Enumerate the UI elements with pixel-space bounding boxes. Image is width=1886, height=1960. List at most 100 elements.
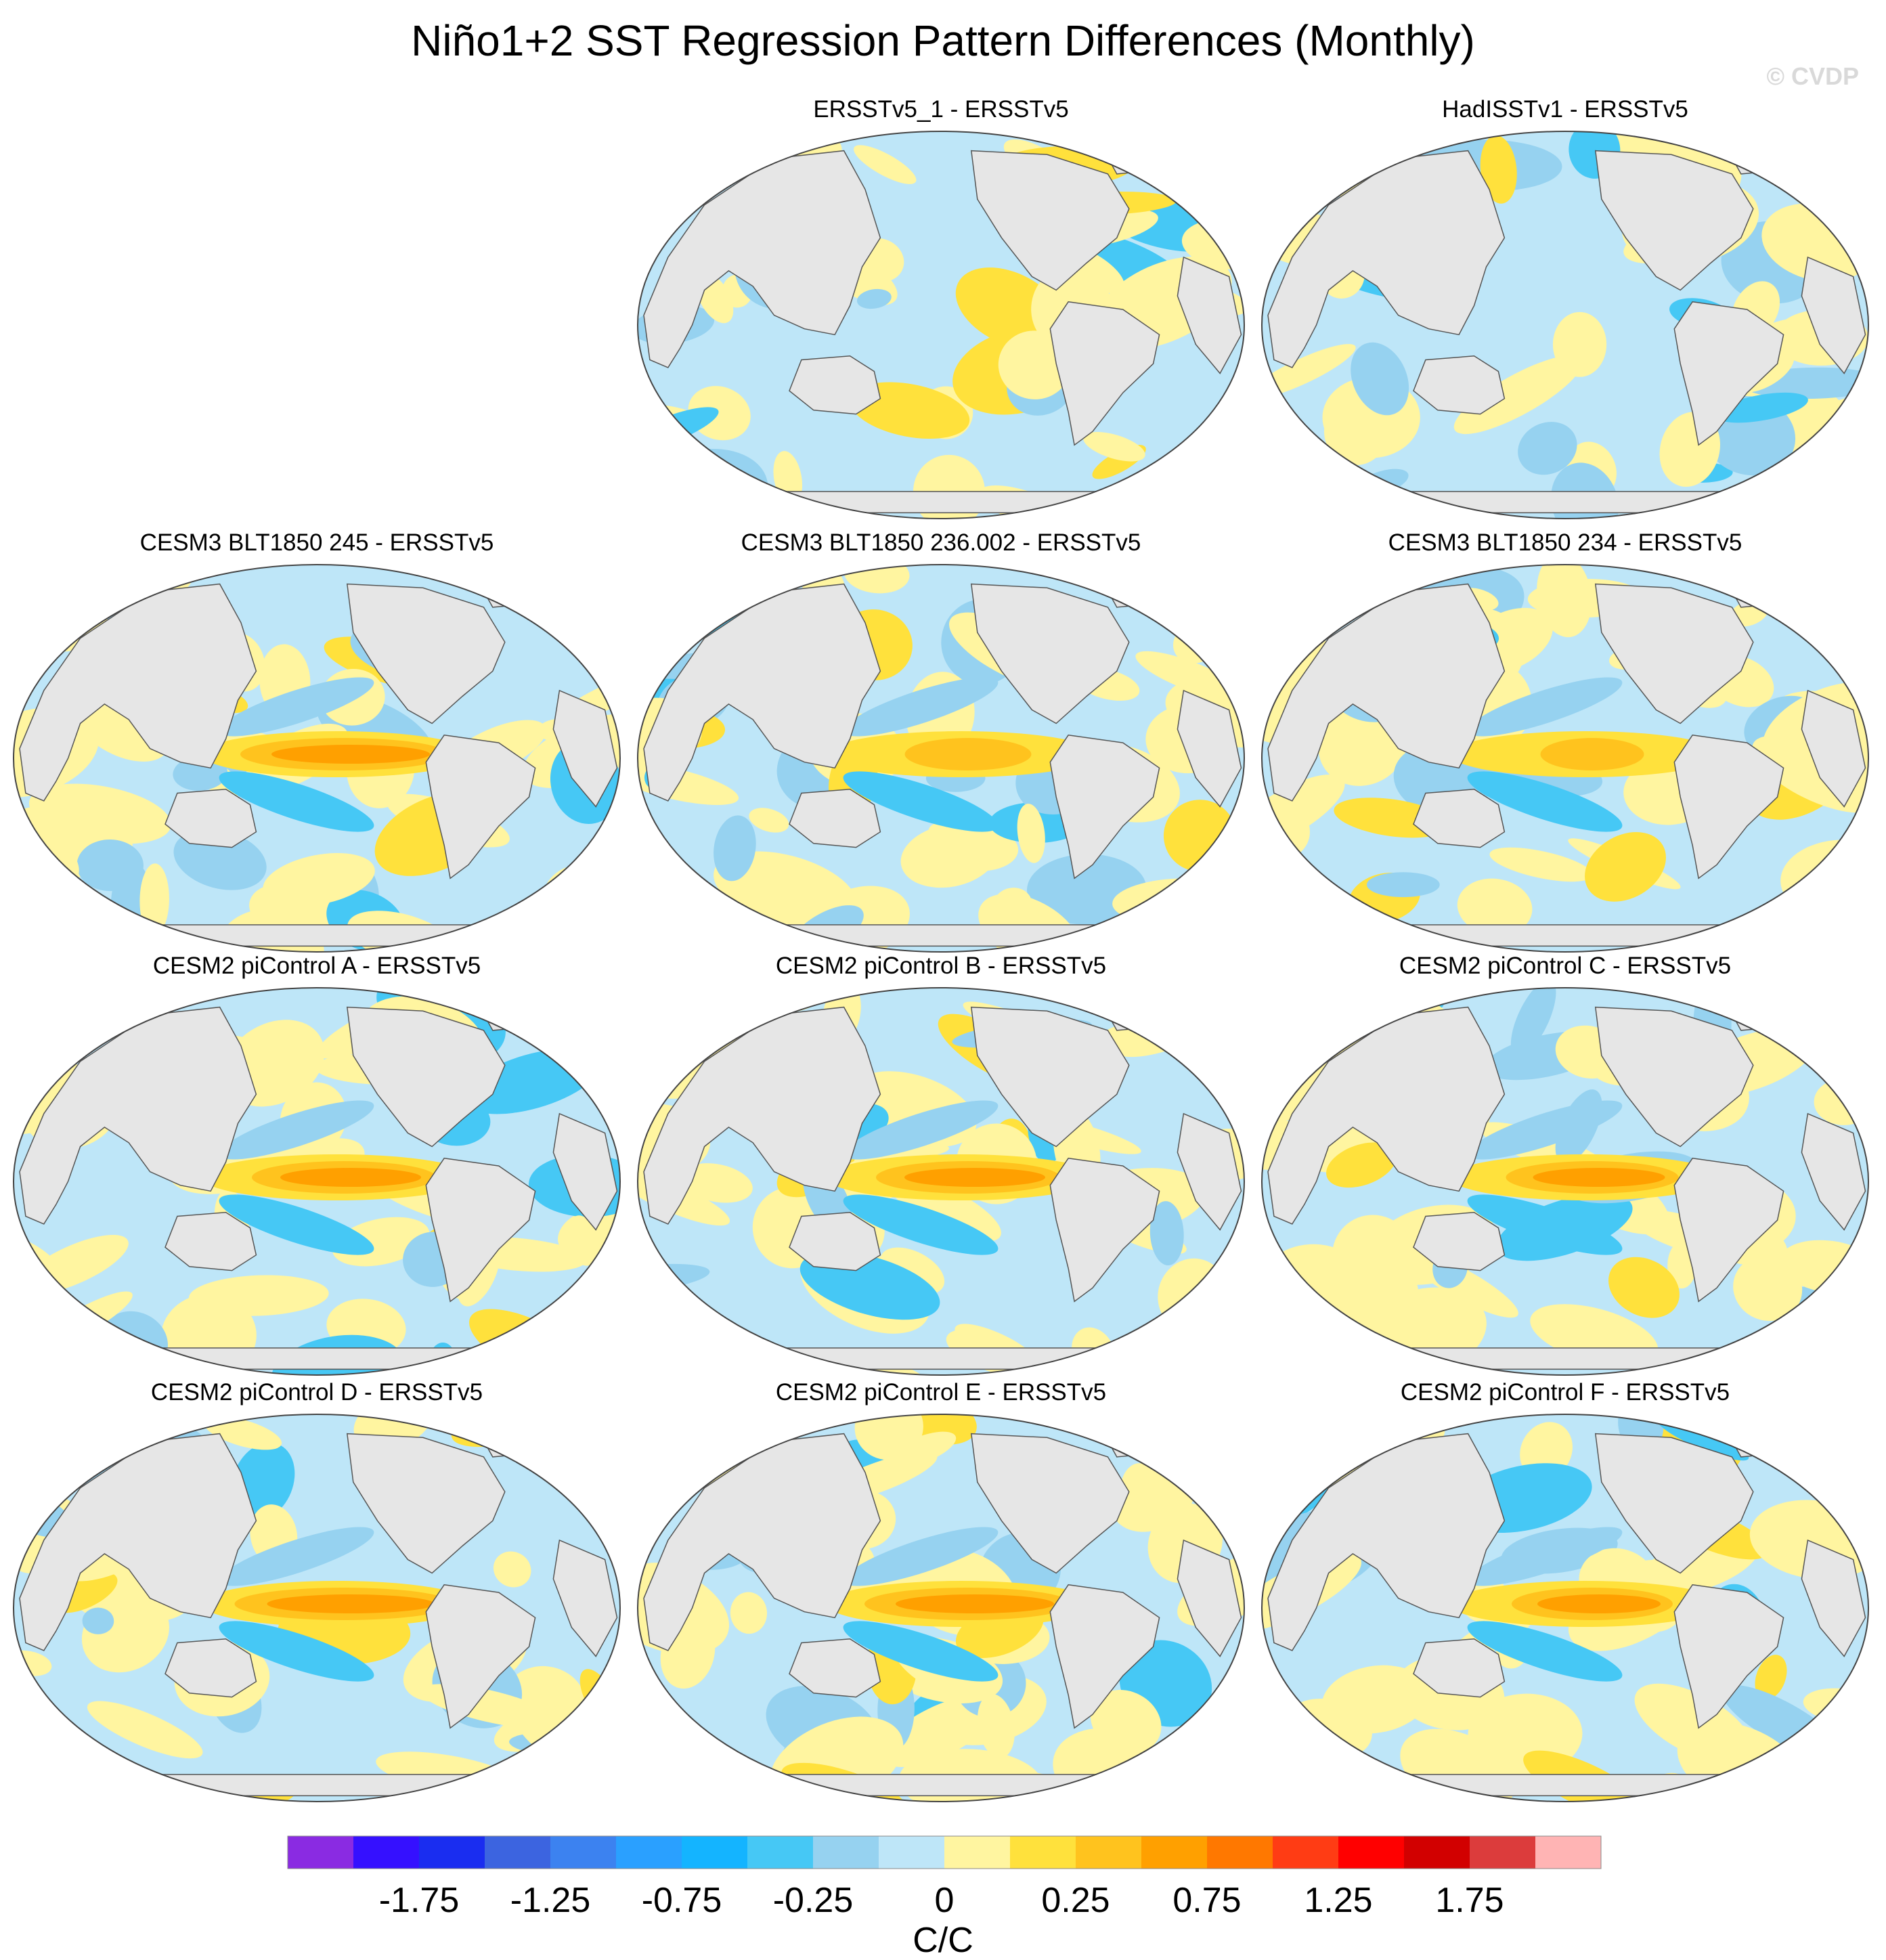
- anomaly-blob: [886, 1431, 957, 1468]
- watermark: © CVDP: [1766, 62, 1859, 90]
- anomaly-blob: [1262, 565, 1346, 611]
- map-border: [1261, 131, 1869, 519]
- anomaly-blob: [600, 1414, 620, 1450]
- anomaly-blob: [638, 921, 728, 952]
- land-mass: [1177, 1112, 1242, 1231]
- colorbar-frame: [287, 1835, 1602, 1869]
- anomaly-blob: [567, 1215, 598, 1266]
- colorbar-swatch: [288, 1836, 353, 1869]
- panel-title: HadISSTv1 - ERSSTv5: [1442, 96, 1688, 123]
- anomaly-blob: [1017, 804, 1045, 863]
- map-svg: [637, 564, 1245, 953]
- anomaly-blob: [1755, 1655, 1787, 1700]
- land-mass: [1413, 1212, 1506, 1271]
- enso-flank-south: [1467, 771, 1623, 832]
- map-svg: [1261, 1414, 1869, 1802]
- map-svg: [13, 987, 621, 1376]
- land-mass: [104, 1774, 529, 1797]
- colorbar: -1.75 -1.25 -0.75 -0.25 0 0.25 0.75 1.25 1.75 C/…: [0, 1828, 1886, 1960]
- land-mass: [1801, 1112, 1866, 1231]
- land-mass: [1673, 734, 1784, 879]
- panel-title: CESM2 piControl A - ERSSTv5: [152, 953, 481, 979]
- anomaly-blob: [1537, 565, 1592, 638]
- colorbar-tick-label: 0.25: [1041, 1881, 1110, 1920]
- map-border: [637, 987, 1245, 1376]
- land-mass: [165, 1212, 257, 1271]
- anomaly-blob: [28, 783, 171, 844]
- land-mass: [789, 1212, 881, 1271]
- panel-title: CESM2 piControl F - ERSSTv5: [1400, 1379, 1730, 1406]
- land-mass: [1413, 789, 1506, 848]
- anomaly-blob: [730, 1592, 768, 1634]
- enso-flank-south: [219, 1621, 374, 1682]
- anomaly-blob: [1090, 1690, 1162, 1754]
- anomaly-blob: [1220, 1028, 1244, 1063]
- land-mass: [165, 789, 257, 848]
- enso-flank-south: [843, 1621, 999, 1682]
- anomaly-blob: [76, 839, 144, 892]
- land-mass: [1353, 924, 1778, 947]
- anomaly-blob: [854, 145, 917, 184]
- land-mass: [1353, 1347, 1778, 1370]
- panel-title: ERSSTv5_1 - ERSSTv5: [813, 96, 1069, 123]
- anomaly-blob: [1749, 1330, 1868, 1375]
- colorbar-swatch: [353, 1836, 419, 1869]
- anomaly-blob: [475, 1781, 526, 1802]
- land-mass: [728, 1774, 1154, 1797]
- map-panel: CESM2 piControl F - ERSSTv5: [1260, 1378, 1870, 1804]
- land-mass: [1673, 1584, 1784, 1729]
- anomaly-blob: [493, 1551, 531, 1588]
- land-mass: [165, 1638, 257, 1698]
- land-mass: [425, 734, 536, 879]
- anomaly-blob: [680, 1163, 753, 1203]
- enso-flank-north: [219, 677, 374, 737]
- anomaly-blob: [1366, 872, 1440, 898]
- colorbar-swatch: [944, 1836, 1010, 1869]
- land-mass: [346, 583, 506, 724]
- colorbar-swatch: [419, 1836, 485, 1869]
- anomaly-blob: [681, 131, 716, 171]
- anomaly-blob: [1262, 1414, 1303, 1454]
- map-border: [13, 987, 621, 1376]
- anomaly-blob: [1338, 1262, 1418, 1310]
- map-border: [13, 1414, 621, 1802]
- anomaly-blob: [1766, 575, 1836, 603]
- land-mass: [1673, 301, 1784, 446]
- land-mass: [1177, 689, 1242, 808]
- colorbar-swatch: [616, 1836, 682, 1869]
- map-border: [1261, 564, 1869, 953]
- land-mass: [789, 1638, 881, 1698]
- anomaly-blob: [1457, 878, 1533, 936]
- colorbar-swatch: [682, 1836, 747, 1869]
- anomaly-blob: [937, 826, 1019, 871]
- panel-title: CESM3 BLT1850 245 - ERSSTv5: [139, 529, 494, 556]
- anomaly-blob: [515, 1766, 549, 1802]
- enso-flank-south: [843, 771, 999, 832]
- land-mass: [1413, 1638, 1506, 1698]
- enso-flank-north: [843, 1527, 999, 1586]
- colorbar-swatch: [485, 1836, 550, 1869]
- map-panel: ERSSTv5_1 - ERSSTv5: [636, 95, 1246, 521]
- enso-tongue-core: [1533, 1168, 1665, 1187]
- land-mass: [789, 789, 881, 848]
- anomaly-blob: [1839, 1769, 1868, 1796]
- anomaly-blob: [1489, 847, 1593, 882]
- anomaly-blob: [1262, 1297, 1323, 1350]
- anomaly-blob: [1715, 392, 1808, 423]
- colorbar-swatch: [1273, 1836, 1338, 1869]
- land-mass: [728, 1347, 1154, 1370]
- map-panel: CESM3 BLT1850 234 - ERSSTv5: [1260, 528, 1870, 955]
- anomaly-blob: [638, 586, 680, 624]
- panel-title: CESM2 piControl C - ERSSTv5: [1399, 953, 1732, 979]
- anomaly-blob: [1262, 1353, 1337, 1375]
- anomaly-blob: [1135, 651, 1244, 701]
- map-border: [637, 564, 1245, 953]
- map-svg: [13, 1414, 621, 1802]
- land-mass: [1049, 734, 1160, 879]
- anomaly-blob: [1182, 1287, 1244, 1330]
- enso-tongue-core: [896, 1594, 1054, 1613]
- map-border: [1261, 1414, 1869, 1802]
- anomaly-blob: [523, 570, 596, 600]
- land-mass: [1353, 1774, 1778, 1797]
- land-mass: [1177, 1539, 1242, 1657]
